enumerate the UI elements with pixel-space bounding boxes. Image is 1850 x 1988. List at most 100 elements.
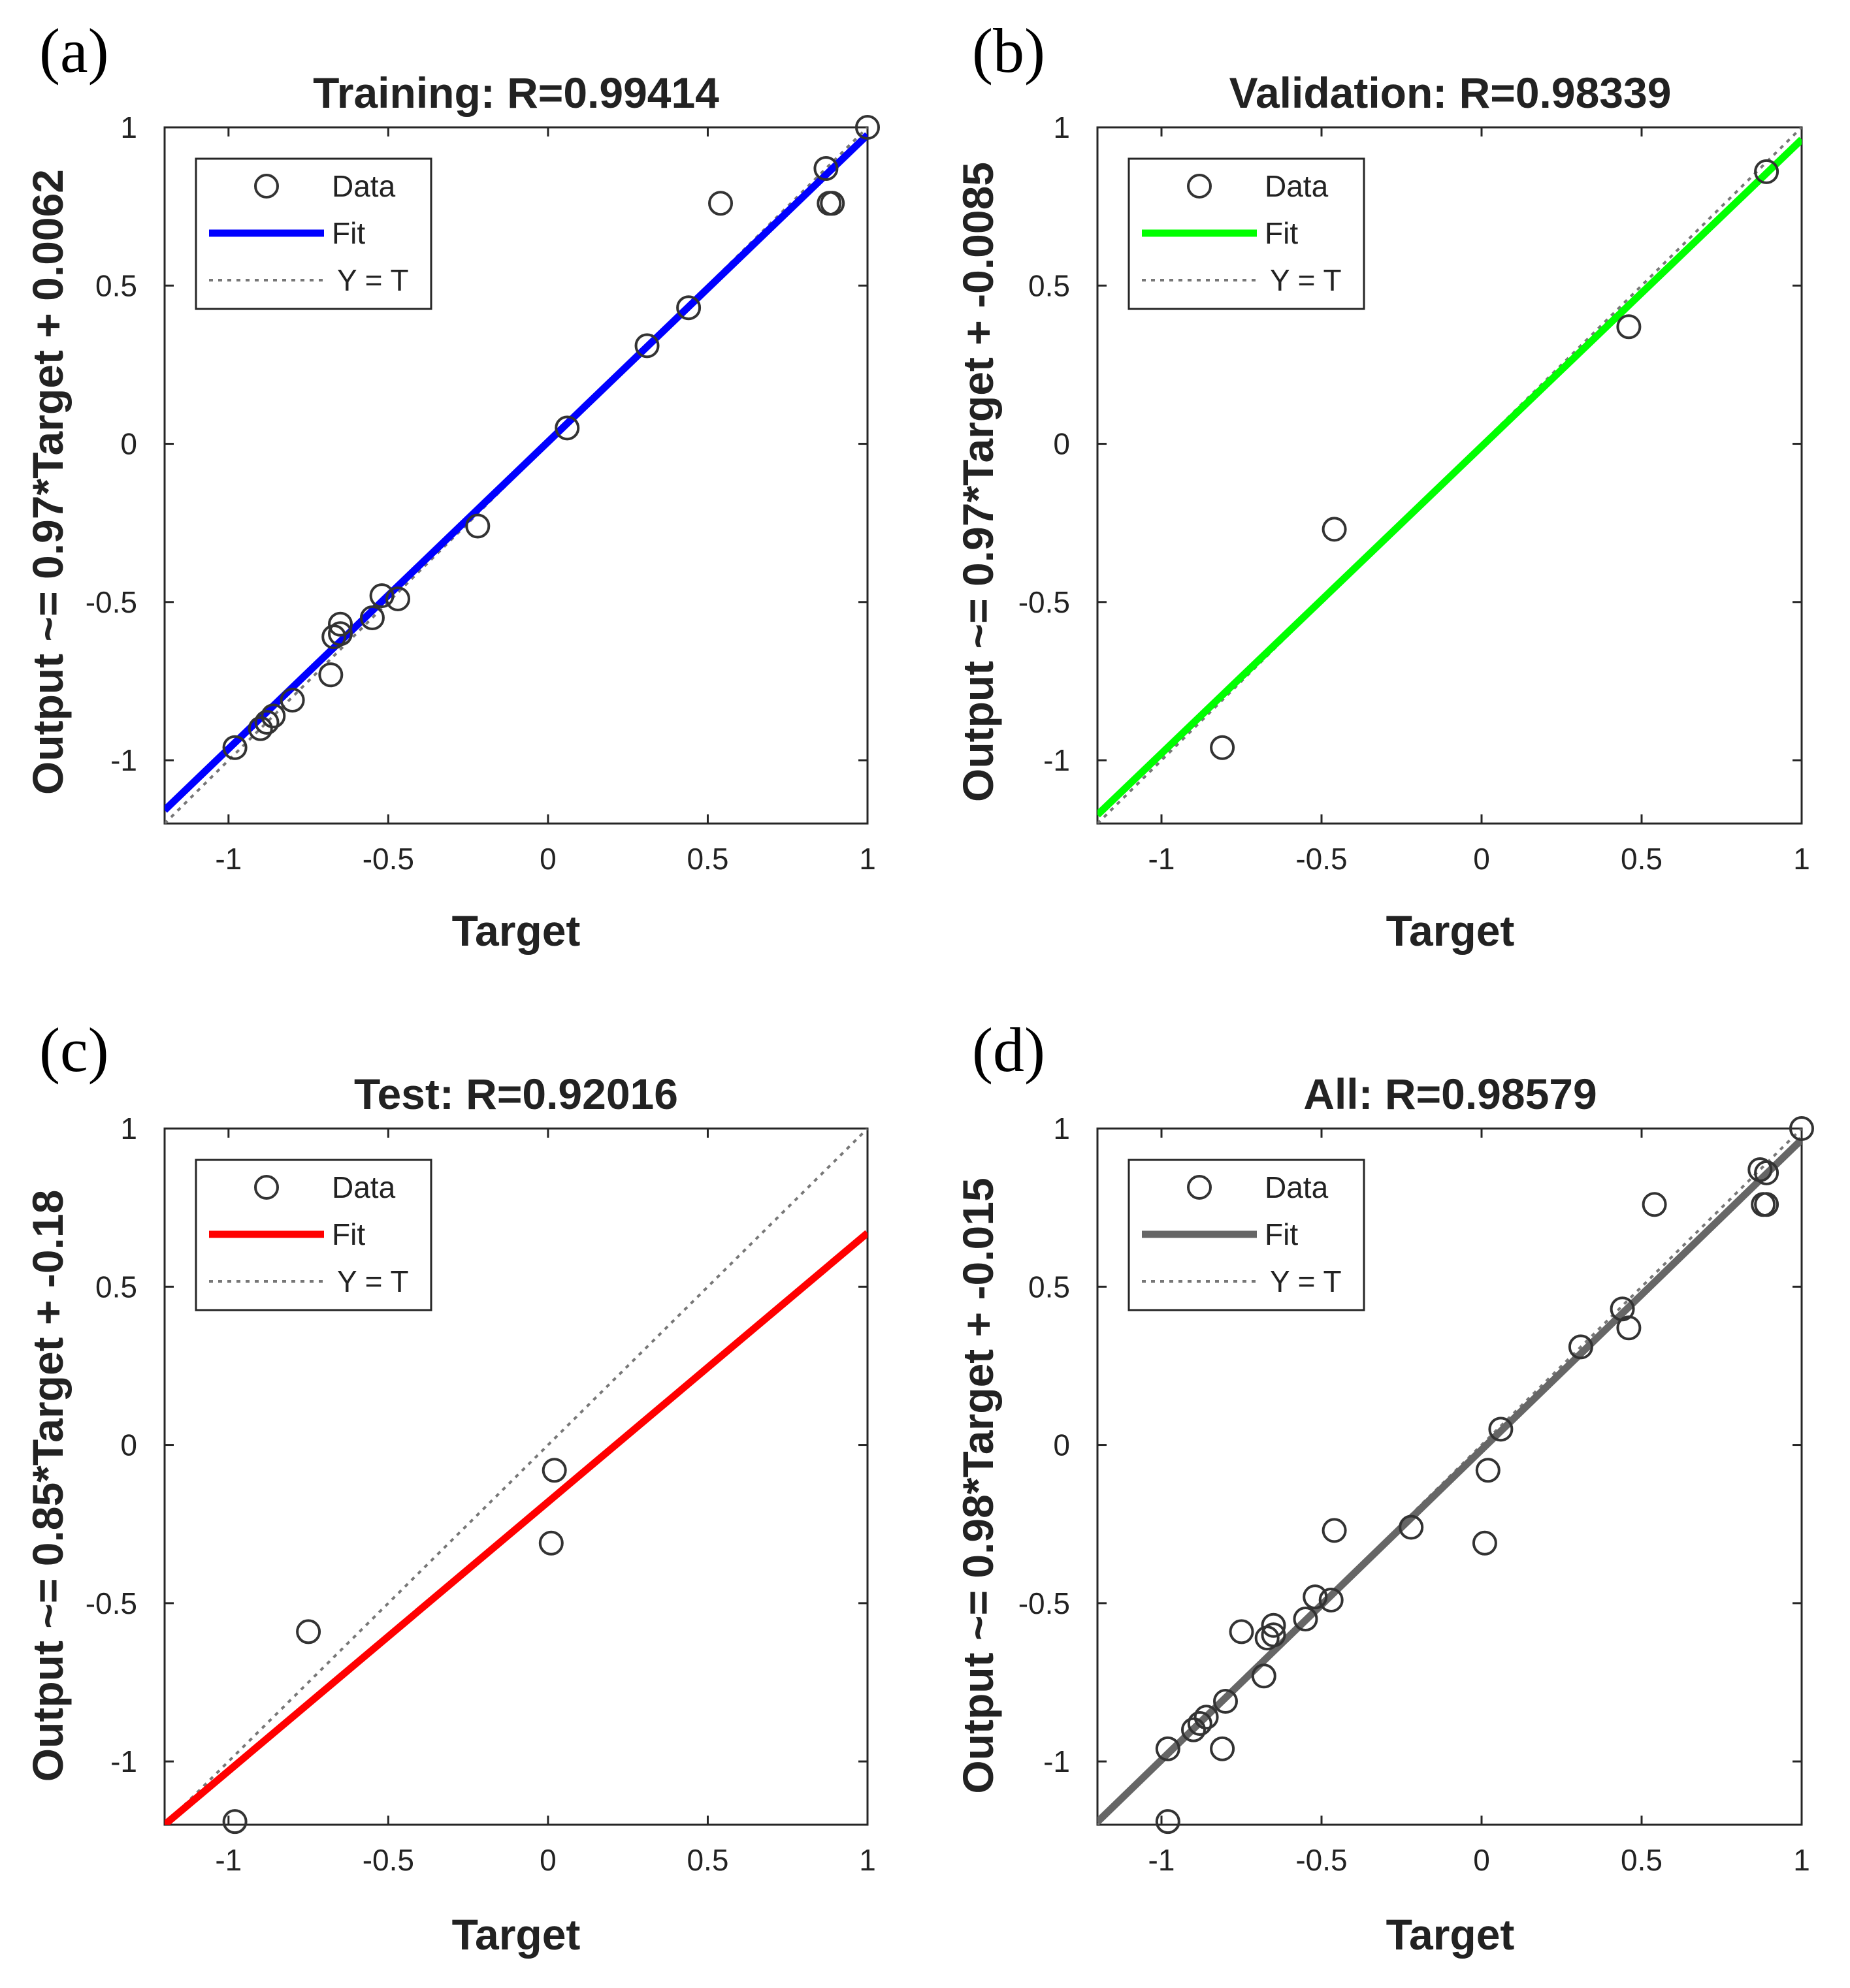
data-point: [1261, 1612, 1286, 1638]
data-point: [676, 295, 702, 321]
data-point: [1293, 1607, 1318, 1632]
data-point: [1322, 1518, 1347, 1543]
y-axis-label: Output ~= 0.85*Target + -0.18: [24, 1190, 72, 1782]
data-point: [538, 1530, 564, 1556]
panel-label: (a): [39, 16, 109, 86]
data-point: [296, 1619, 321, 1644]
data-point: [1616, 1315, 1642, 1341]
data-point: [1318, 1587, 1344, 1612]
plot-area: -1 -0.5 0 0.5 1 -1 -0.5 0 0.5 1 Data Fit Y = T: [1018, 1112, 1814, 1877]
data-point: [254, 709, 280, 735]
fit-line: [165, 1230, 868, 1825]
panel-label: (b): [972, 16, 1045, 86]
data-point: [855, 115, 880, 140]
legend-marker-data: [1187, 1175, 1212, 1200]
data-point: [1229, 1619, 1254, 1644]
x-tick-label: 0.5: [687, 842, 728, 876]
x-tick-label: 0.5: [687, 1843, 728, 1877]
data-point: [1261, 1622, 1286, 1648]
plot-content: [165, 1129, 868, 1825]
data-point: [813, 155, 839, 181]
x-axis-label: Target: [1386, 1910, 1515, 1959]
data-point: [1616, 314, 1642, 340]
legend-label: Data: [332, 1170, 396, 1204]
data-point: [542, 1458, 567, 1483]
y-tick-label: -0.5: [1018, 1586, 1070, 1620]
legend-label: Fit: [332, 216, 365, 250]
data-point: [1399, 1515, 1424, 1540]
legend-label: Y = T: [337, 263, 409, 297]
plot-area: -1 -0.5 0 0.5 1 -1 -0.5 0 0.5 1 Data Fit Y = T: [1018, 110, 1810, 876]
data-point: [369, 583, 395, 609]
data-point: [222, 735, 248, 760]
data-point: [465, 513, 491, 539]
data-point: [1251, 1663, 1276, 1689]
data-point: [1751, 1192, 1776, 1217]
data-point: [634, 333, 660, 359]
x-tick-label: -0.5: [1295, 842, 1347, 876]
data-point: [1303, 1584, 1328, 1610]
data-point: [1568, 1334, 1593, 1360]
y-axis-label: Output ~= 0.97*Target + -0.0085: [954, 162, 1002, 802]
y-tick-label: 0.5: [95, 268, 137, 302]
data-point: [1181, 1717, 1206, 1742]
x-tick-label: -1: [215, 842, 242, 876]
data-point: [1488, 1417, 1514, 1442]
legend-label: Data: [332, 169, 396, 203]
legend-label: Fit: [1265, 1217, 1298, 1251]
x-tick-label: -0.5: [1295, 1843, 1347, 1877]
data-point: [1193, 1705, 1219, 1730]
y-tick-label: -0.5: [1018, 585, 1070, 619]
identity-line: [165, 1129, 868, 1825]
chart-title: All: R=0.98579: [1303, 1070, 1597, 1118]
x-tick-label: -1: [1148, 842, 1175, 876]
y-tick-label: 0.5: [1028, 1270, 1070, 1304]
x-tick-label: -1: [1148, 1843, 1175, 1877]
x-tick-label: 1: [859, 842, 876, 876]
y-tick-label: 0.5: [1028, 268, 1070, 302]
data-point: [1642, 1192, 1667, 1217]
x-tick-label: 1: [1793, 842, 1810, 876]
x-tick-label: 0: [1473, 842, 1490, 876]
plot-content: [1097, 127, 1802, 824]
data-point: [555, 415, 580, 441]
x-tick-label: 0.5: [1621, 842, 1663, 876]
data-point: [1322, 517, 1347, 542]
data-point: [261, 703, 286, 729]
x-tick-label: 0.5: [1621, 1843, 1663, 1877]
legend-label: Data: [1265, 169, 1329, 203]
y-tick-label: 1: [120, 1112, 137, 1146]
data-point: [1155, 1736, 1180, 1761]
y-tick-label: 0: [120, 1428, 137, 1462]
y-tick-label: -0.5: [86, 585, 137, 619]
panel-b: (b) Validation: R=0.98339 Target Output …: [954, 16, 1810, 955]
plot-area: -1 -0.5 0 0.5 1 -1 -0.5 0 0.5 1 Data Fit Y = T: [86, 1112, 876, 1877]
panel-c: (c) Test: R=0.92016 Target Output ~= 0.8…: [24, 1015, 876, 1959]
x-axis-label: Target: [1386, 906, 1515, 955]
data-point: [1210, 735, 1235, 760]
y-tick-label: 0: [120, 427, 137, 461]
y-axis-label: Output ~= 0.97*Target + 0.0062: [24, 169, 72, 795]
chart-title: Test: R=0.92016: [354, 1070, 678, 1118]
data-point: [222, 1809, 248, 1835]
y-tick-label: -0.5: [86, 1586, 137, 1620]
panel-a: (a) Training: R=0.99414 Target Output ~=…: [24, 16, 880, 955]
data-point: [1213, 1689, 1238, 1714]
data-point: [1789, 1116, 1814, 1141]
x-tick-label: 1: [859, 1843, 876, 1877]
legend-label: Y = T: [1270, 263, 1342, 297]
y-tick-label: 1: [1053, 1112, 1070, 1146]
data-point: [328, 611, 353, 637]
y-tick-label: -1: [110, 1744, 137, 1778]
data-point: [708, 191, 734, 216]
data-point: [1475, 1458, 1501, 1483]
data-point: [1210, 1736, 1235, 1761]
chart-title: Training: R=0.99414: [313, 69, 719, 117]
data-point: [318, 662, 344, 688]
chart-title: Validation: R=0.98339: [1229, 69, 1672, 117]
y-tick-label: 0.5: [95, 1270, 137, 1304]
legend-label: Y = T: [337, 1264, 409, 1298]
data-point: [1155, 1809, 1180, 1835]
data-point: [1187, 1710, 1212, 1736]
